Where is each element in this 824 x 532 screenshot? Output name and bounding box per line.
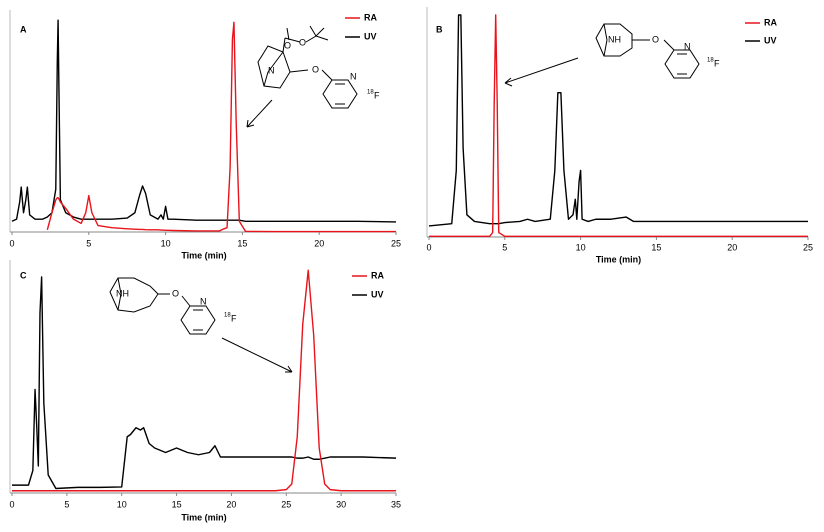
structure-b: NH O N 18 F: [504, 23, 720, 87]
series-line: [429, 14, 808, 238]
x-tick-label: 10: [117, 499, 127, 509]
x-tick-label: 20: [314, 238, 324, 248]
x-tick-label: 30: [336, 499, 346, 509]
series-line: [11, 19, 397, 223]
atom-label: N: [268, 65, 275, 75]
atom-label: NH: [608, 34, 621, 44]
x-tick-label: 35: [391, 499, 401, 509]
x-axis-title: Time (min): [596, 254, 641, 264]
x-tick-label: 5: [86, 238, 91, 248]
legend-label: UV: [371, 289, 384, 299]
legend-label: RA: [371, 270, 384, 280]
series-line: [428, 14, 808, 227]
atom-label: N: [200, 296, 207, 306]
x-axis-title: Time (min): [181, 512, 226, 522]
x-tick-label: 0: [9, 499, 14, 509]
atom-label: O: [172, 288, 179, 298]
x-tick-label: 5: [502, 242, 507, 252]
atom-label: N: [350, 71, 357, 81]
atom-label: F: [714, 58, 720, 68]
x-tick-label: 15: [237, 238, 247, 248]
panel-label: B: [436, 24, 443, 34]
isotope-label: 18: [707, 58, 714, 64]
series-line: [12, 269, 396, 492]
atom-label: O: [312, 64, 319, 74]
panel-label: C: [20, 270, 27, 280]
x-tick-label: 15: [651, 242, 661, 252]
legend-label: RA: [764, 17, 777, 27]
x-tick-label: 15: [172, 499, 182, 509]
legend-label: RA: [364, 12, 377, 22]
x-tick-label: 0: [426, 242, 431, 252]
atom-label: NH: [116, 288, 129, 298]
x-tick-label: 10: [161, 238, 171, 248]
x-tick-label: 0: [9, 238, 14, 248]
x-tick-label: 25: [281, 499, 291, 509]
legend-label: UV: [364, 31, 377, 41]
isotope-label: 18: [224, 313, 231, 319]
atom-label: O: [652, 34, 659, 44]
x-tick-label: 20: [226, 499, 236, 509]
legend-label: UV: [764, 35, 777, 45]
x-tick-label: 25: [803, 242, 813, 252]
atom-label: F: [374, 90, 380, 100]
structure-c: NH O N 18 F: [109, 277, 293, 373]
atom-label: N: [684, 41, 691, 51]
atom-label: O: [299, 37, 306, 47]
x-tick-label: 5: [64, 499, 69, 509]
panel-label: A: [20, 24, 27, 34]
isotope-label: 18: [367, 90, 374, 96]
series-line: [12, 276, 397, 490]
structure-a: O O N O N 18 F: [246, 25, 380, 128]
x-tick-label: 20: [727, 242, 737, 252]
x-tick-label: 25: [391, 238, 401, 248]
x-tick-label: 10: [576, 242, 586, 252]
x-axis-title: Time (min): [181, 250, 226, 260]
series-line: [46, 21, 396, 233]
atom-label: F: [231, 313, 237, 323]
atom-label: O: [284, 40, 291, 50]
